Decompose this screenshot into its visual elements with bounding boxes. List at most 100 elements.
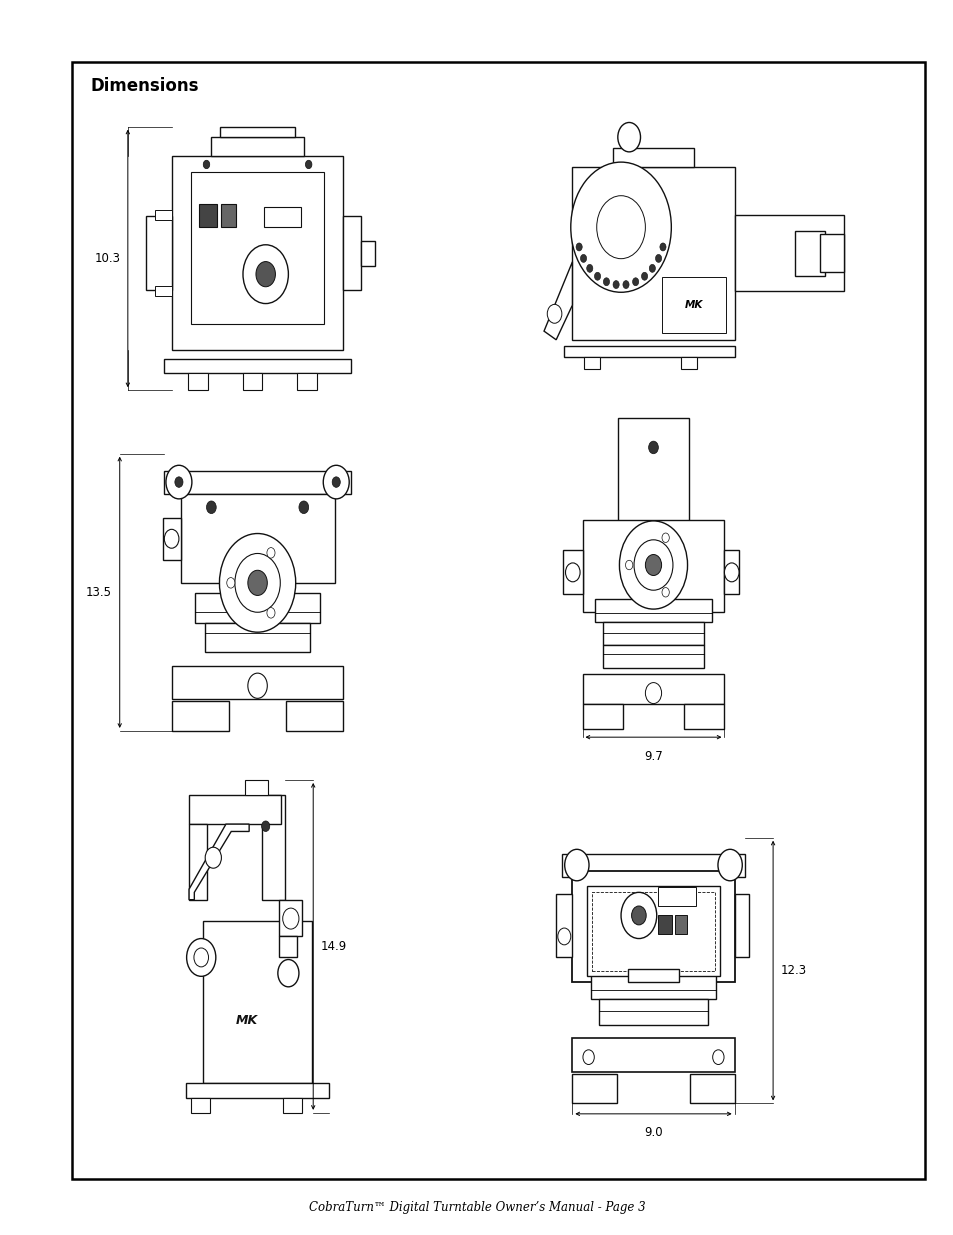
Bar [189, 824, 207, 899]
Bar [618, 417, 688, 529]
Circle shape [659, 243, 665, 251]
Circle shape [193, 948, 209, 967]
Circle shape [661, 588, 669, 597]
Circle shape [570, 162, 671, 293]
Bar [71, 62, 924, 1179]
Bar [360, 241, 375, 266]
Circle shape [582, 1050, 594, 1065]
Circle shape [576, 243, 581, 251]
Bar [261, 795, 285, 899]
Bar [286, 701, 342, 731]
Circle shape [602, 278, 609, 285]
Circle shape [332, 477, 340, 488]
Bar [602, 621, 703, 645]
Circle shape [255, 262, 275, 287]
Text: Dimensions: Dimensions [91, 77, 199, 95]
Bar [163, 517, 180, 559]
Bar [279, 936, 297, 957]
Circle shape [586, 264, 592, 273]
Bar [164, 471, 351, 494]
Circle shape [206, 501, 216, 514]
Bar [582, 674, 723, 704]
Bar [283, 1098, 302, 1113]
Bar [154, 285, 172, 296]
Bar [572, 167, 734, 340]
Bar [592, 892, 714, 971]
Circle shape [187, 939, 215, 977]
Circle shape [305, 161, 312, 169]
Bar [221, 204, 236, 227]
Circle shape [547, 304, 561, 324]
Bar [572, 872, 734, 982]
Circle shape [661, 534, 669, 542]
Circle shape [644, 683, 661, 704]
Bar [594, 599, 712, 621]
Bar [220, 127, 294, 137]
Bar [675, 915, 686, 935]
Circle shape [655, 254, 661, 262]
Bar [683, 704, 723, 729]
Bar [572, 1039, 734, 1072]
Circle shape [248, 673, 267, 698]
Bar [242, 373, 262, 390]
Circle shape [634, 540, 672, 590]
Bar [164, 358, 351, 373]
Polygon shape [189, 824, 249, 899]
Bar [189, 795, 280, 824]
Bar [199, 204, 217, 227]
Bar [602, 645, 703, 668]
Bar [723, 551, 739, 594]
Text: MK: MK [235, 1014, 257, 1028]
Bar [186, 1083, 329, 1098]
Circle shape [625, 561, 632, 569]
Text: 13.5: 13.5 [86, 585, 112, 599]
Circle shape [723, 563, 739, 582]
Bar [561, 853, 744, 877]
Circle shape [261, 821, 270, 831]
Text: MK: MK [684, 300, 702, 310]
Bar [572, 1074, 617, 1103]
Bar [661, 278, 726, 333]
Circle shape [234, 553, 280, 613]
Circle shape [323, 466, 349, 499]
Circle shape [248, 571, 267, 595]
Bar [820, 235, 843, 272]
Bar [680, 357, 697, 369]
Bar [583, 357, 599, 369]
Bar [194, 593, 320, 622]
Circle shape [594, 272, 600, 280]
Bar [154, 210, 172, 221]
Circle shape [618, 521, 687, 609]
Circle shape [564, 850, 588, 881]
Circle shape [558, 927, 570, 945]
Circle shape [712, 1050, 723, 1065]
Bar [598, 999, 707, 1025]
Polygon shape [543, 262, 572, 340]
Bar [264, 207, 300, 227]
Bar [582, 520, 723, 613]
Bar [297, 373, 316, 390]
Text: 10.3: 10.3 [94, 252, 120, 266]
Bar [211, 137, 304, 156]
Bar [188, 373, 208, 390]
Circle shape [219, 534, 295, 632]
Bar [172, 666, 342, 699]
Circle shape [174, 477, 183, 488]
Bar [191, 172, 324, 324]
Circle shape [620, 893, 656, 939]
Circle shape [579, 254, 586, 262]
Circle shape [277, 960, 298, 987]
Circle shape [596, 195, 644, 258]
Circle shape [203, 161, 210, 169]
Circle shape [631, 906, 645, 925]
Bar [191, 1098, 211, 1113]
Circle shape [298, 501, 309, 514]
Circle shape [613, 280, 618, 289]
Circle shape [267, 547, 274, 558]
Bar [657, 915, 672, 935]
Bar [586, 885, 720, 977]
Bar [342, 216, 360, 290]
Circle shape [205, 847, 221, 868]
Bar [734, 215, 843, 291]
Circle shape [649, 264, 655, 273]
